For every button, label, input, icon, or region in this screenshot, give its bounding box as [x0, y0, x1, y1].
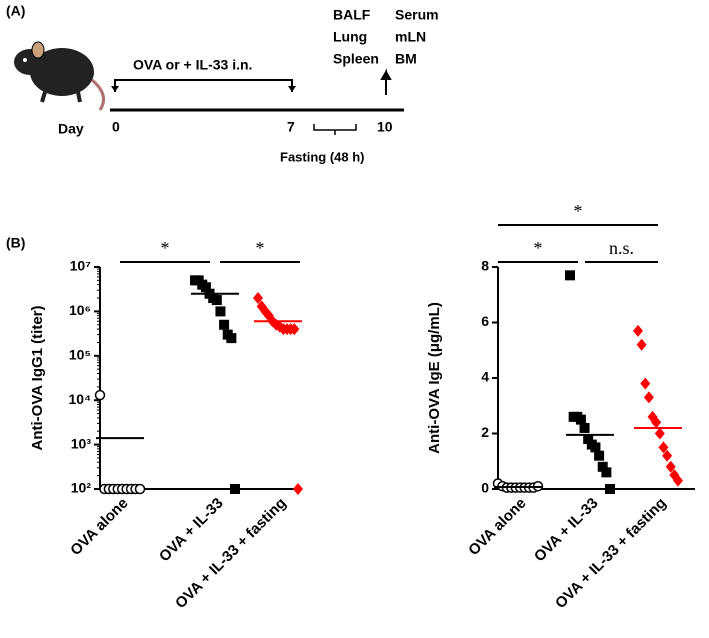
- point: [219, 319, 230, 330]
- point: [601, 467, 612, 478]
- day: 7: [287, 119, 295, 135]
- fasting: Fasting (48 h): [280, 149, 365, 164]
- point: [658, 441, 669, 454]
- y-tick-label: 10⁷: [70, 258, 92, 274]
- y-tick-label: 10³: [71, 435, 92, 451]
- sample: BM: [395, 51, 417, 67]
- sample: mLN: [395, 29, 426, 45]
- point: [654, 427, 665, 440]
- point: [94, 389, 106, 401]
- mouse: [14, 41, 106, 111]
- point: [651, 416, 662, 429]
- x-tick-label: OVA + IL-33: [531, 495, 602, 566]
- point: [215, 306, 226, 317]
- y-tick-label: 6: [481, 313, 489, 329]
- significance: *: [256, 238, 265, 258]
- point: [597, 461, 608, 472]
- y-tick-label: 8: [481, 258, 489, 274]
- x-tick-label: OVA + IL-33 + fasting: [172, 495, 290, 613]
- point: [565, 270, 575, 281]
- sample: BALF: [333, 7, 371, 23]
- x-tick-label: OVA alone: [465, 495, 529, 559]
- point: [289, 323, 300, 336]
- point: [226, 333, 237, 344]
- point: [665, 460, 676, 473]
- point: [134, 483, 146, 495]
- point: [200, 282, 211, 293]
- significance: *: [574, 201, 583, 221]
- day: 10: [377, 119, 393, 135]
- sample: Spleen: [333, 51, 379, 67]
- day-label: Day: [58, 121, 84, 137]
- day: 0: [112, 119, 120, 135]
- y-tick-label: 10⁶: [69, 302, 91, 318]
- y-tick-label: 4: [481, 369, 489, 385]
- point: [673, 474, 683, 487]
- point: [211, 295, 222, 306]
- y-tick-label: 10²: [71, 480, 92, 496]
- significance: n.s.: [609, 238, 634, 258]
- point: [575, 414, 586, 425]
- panel-label: (B): [6, 235, 25, 251]
- point: [230, 484, 240, 494]
- x-tick-label: OVA alone: [67, 495, 131, 559]
- x-tick-label: OVA + IL-33: [156, 495, 227, 566]
- significance: *: [161, 238, 170, 258]
- point: [253, 292, 263, 305]
- point: [590, 442, 601, 453]
- point: [643, 391, 654, 404]
- point: [594, 450, 605, 461]
- panel-label: (A): [6, 3, 25, 19]
- point: [605, 484, 615, 494]
- x-tick-label: OVA + IL-33 + fasting: [552, 495, 670, 613]
- point: [633, 324, 643, 337]
- sample: Serum: [395, 7, 439, 23]
- point: [579, 422, 590, 433]
- sample: Lung: [333, 29, 367, 45]
- point: [662, 449, 673, 462]
- point: [293, 483, 303, 495]
- y-tick-label: 2: [481, 424, 489, 440]
- y-axis-label: Anti-OVA IgG1 (titer): [29, 306, 46, 451]
- point: [640, 377, 651, 390]
- point: [583, 434, 594, 445]
- significance: *: [534, 238, 543, 258]
- point: [636, 338, 647, 351]
- y-tick-label: 10⁴: [69, 391, 92, 407]
- y-tick-label: 0: [481, 480, 489, 496]
- treatment: OVA or + IL-33 i.n.: [133, 57, 252, 73]
- y-axis-label: Anti-OVA IgE (μg/mL): [426, 302, 443, 454]
- y-tick-label: 10⁵: [69, 347, 91, 363]
